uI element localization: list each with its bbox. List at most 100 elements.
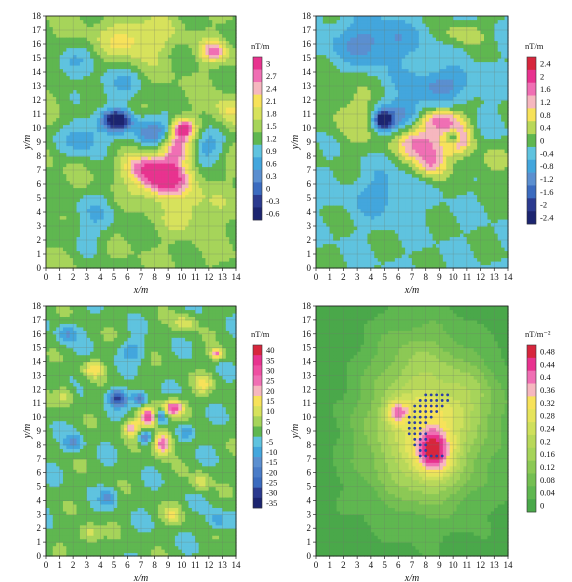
heatmap-cell bbox=[198, 170, 203, 175]
heatmap-cell bbox=[79, 114, 84, 119]
heatmap-cell bbox=[49, 247, 54, 252]
heatmap-cell bbox=[141, 51, 145, 56]
heatmap-cell bbox=[96, 40, 101, 45]
heatmap-cell bbox=[107, 250, 112, 255]
heatmap-cell bbox=[90, 19, 95, 24]
heatmap-cell bbox=[147, 215, 152, 220]
heatmap-cells bbox=[316, 16, 509, 269]
heatmap-cell bbox=[110, 201, 115, 206]
heatmap-cell bbox=[62, 233, 67, 238]
heatmap-cell bbox=[107, 26, 112, 31]
heatmap-cell bbox=[127, 142, 132, 147]
heatmap-cell bbox=[171, 107, 176, 112]
heatmap-cell bbox=[113, 23, 118, 28]
heatmap-cell bbox=[103, 135, 108, 140]
heatmap-cell bbox=[127, 145, 132, 150]
heatmap-cell bbox=[144, 163, 149, 168]
heatmap-cell bbox=[59, 261, 64, 266]
heatmap-cell bbox=[198, 222, 203, 227]
heatmap-cell bbox=[56, 243, 61, 248]
heatmap-cell bbox=[46, 33, 50, 38]
heatmap-cell bbox=[130, 191, 135, 196]
heatmap-cell bbox=[83, 184, 88, 189]
heatmap-cell bbox=[147, 194, 152, 199]
heatmap-cell bbox=[127, 86, 132, 91]
heatmap-cell bbox=[185, 177, 190, 182]
heatmap-cell bbox=[215, 16, 220, 21]
heatmap-cell bbox=[69, 254, 74, 259]
heatmap-cell bbox=[66, 100, 71, 105]
heatmap-cell bbox=[154, 257, 159, 262]
heatmap-cell bbox=[83, 79, 88, 84]
heatmap-cell bbox=[181, 145, 186, 150]
heatmap-cell bbox=[161, 159, 166, 164]
heatmap-cell bbox=[127, 201, 132, 206]
heatmap-cell bbox=[127, 149, 132, 154]
heatmap-cell bbox=[69, 222, 74, 227]
heatmap-cell bbox=[154, 54, 159, 59]
heatmap-cell bbox=[90, 173, 95, 178]
heatmap-cell bbox=[336, 107, 341, 112]
heatmap-cell bbox=[151, 222, 156, 227]
heatmap-cell bbox=[333, 86, 338, 91]
heatmap-cell bbox=[103, 229, 108, 234]
heatmap-cell bbox=[191, 30, 196, 35]
heatmap-cell bbox=[171, 82, 176, 87]
heatmap-cell bbox=[110, 79, 115, 84]
heatmap-cell bbox=[66, 212, 71, 217]
heatmap-cell bbox=[86, 264, 91, 269]
heatmap-cell bbox=[343, 184, 348, 189]
heatmap-cell bbox=[195, 33, 200, 38]
heatmap-cell bbox=[343, 44, 348, 49]
heatmap-cell bbox=[147, 142, 152, 147]
heatmap-cell bbox=[103, 184, 108, 189]
heatmap-cell bbox=[174, 72, 179, 77]
heatmap-cell bbox=[130, 40, 135, 45]
heatmap-cell bbox=[76, 65, 81, 70]
heatmap-cell bbox=[137, 219, 142, 224]
heatmap-cell bbox=[157, 110, 162, 115]
heatmap-cell bbox=[168, 205, 173, 210]
heatmap-cell bbox=[154, 58, 159, 63]
heatmap-cell bbox=[69, 173, 74, 178]
heatmap-cell bbox=[188, 170, 193, 175]
heatmap-cell bbox=[62, 96, 67, 101]
heatmap-cell bbox=[151, 37, 156, 42]
heatmap-cell bbox=[127, 152, 132, 157]
heatmap-cell bbox=[188, 51, 193, 56]
heatmap-cell bbox=[178, 226, 183, 231]
heatmap-cell bbox=[151, 93, 156, 98]
heatmap-cell bbox=[49, 156, 54, 161]
heatmap-cell bbox=[346, 103, 351, 108]
heatmap-cell bbox=[195, 23, 200, 28]
heatmap-cell bbox=[198, 229, 203, 234]
heatmap-cell bbox=[164, 131, 169, 136]
heatmap-cell bbox=[161, 131, 166, 136]
heatmap-cell bbox=[154, 191, 159, 196]
heatmap-cell bbox=[322, 121, 327, 126]
heatmap-cell bbox=[154, 51, 159, 56]
heatmap-cell bbox=[164, 75, 169, 80]
heatmap-cell bbox=[110, 222, 115, 227]
heatmap-cell bbox=[168, 145, 173, 150]
heatmap-cell bbox=[130, 159, 135, 164]
heatmap-cell bbox=[59, 68, 64, 73]
heatmap-cell bbox=[46, 100, 50, 105]
heatmap-cell bbox=[117, 201, 122, 206]
heatmap-cell bbox=[336, 191, 341, 196]
heatmap-cell bbox=[185, 75, 190, 80]
heatmap-cell bbox=[66, 149, 71, 154]
heatmap-cell bbox=[124, 124, 129, 129]
heatmap-cell bbox=[333, 58, 338, 63]
heatmap-cell bbox=[124, 82, 129, 87]
heatmap-cell bbox=[79, 138, 84, 143]
heatmap-cell bbox=[229, 177, 234, 182]
heatmap-cell bbox=[168, 82, 173, 87]
heatmap-cell bbox=[178, 212, 183, 217]
heatmap-cell bbox=[52, 93, 57, 98]
heatmap-cell bbox=[181, 170, 186, 175]
heatmap-cell bbox=[319, 93, 324, 98]
heatmap-cell bbox=[107, 187, 112, 192]
heatmap-cell bbox=[124, 247, 129, 252]
heatmap-cell bbox=[181, 128, 186, 133]
